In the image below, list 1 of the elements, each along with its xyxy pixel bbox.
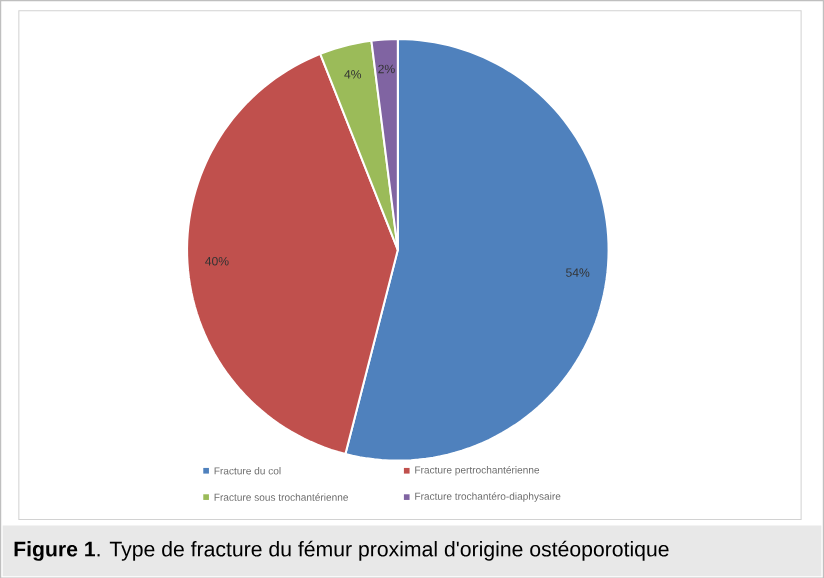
text: Figure 1. Type de fracture du fémur proximal d'origine ostéoporotique — [14, 540, 669, 561]
